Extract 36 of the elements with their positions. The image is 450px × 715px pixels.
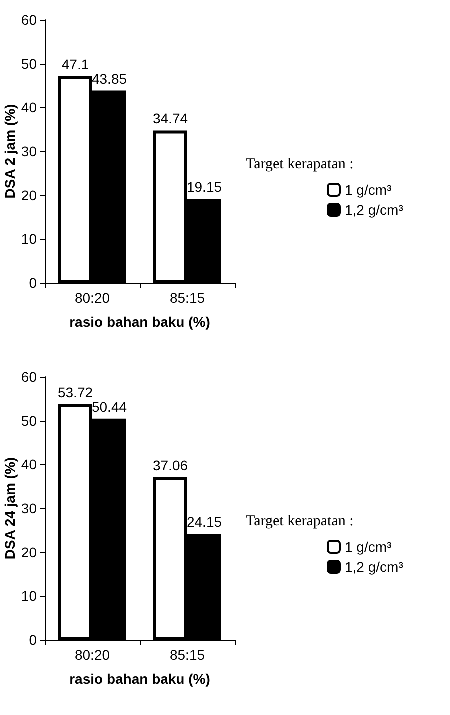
legend-label: 1 g/cm³ xyxy=(345,539,392,555)
y-tick-label: 20 xyxy=(21,544,38,560)
x-axis-title: rasio bahan baku (%) xyxy=(70,671,210,687)
legend-label: 1,2 g/cm³ xyxy=(345,559,404,575)
y-tick-label: 30 xyxy=(21,500,38,516)
y-tick-label: 10 xyxy=(21,231,38,248)
y-axis-title: DSA 2 jam (%) xyxy=(2,104,18,199)
legend-title: Target kerapatan : xyxy=(246,514,354,530)
data-label: 50.44 xyxy=(92,398,128,415)
x-tick-label: 85:15 xyxy=(170,290,206,306)
y-tick-label: 60 xyxy=(21,12,38,28)
x-axis-title: rasio bahan baku (%) xyxy=(70,314,210,330)
x-tick-label: 80:20 xyxy=(74,290,110,306)
y-tick-label: 0 xyxy=(29,275,38,291)
y-tick-label: 50 xyxy=(21,412,38,429)
y-tick-label: 20 xyxy=(21,187,38,204)
data-label: 24.15 xyxy=(186,514,222,530)
y-tick-label: 0 xyxy=(29,632,38,648)
legend-label: 1,2 g/cm³ xyxy=(345,202,404,218)
legend-title: Target kerapatan : xyxy=(246,156,354,172)
y-tick-label: 60 xyxy=(21,369,38,385)
data-label: 37.06 xyxy=(152,458,188,474)
y-tick-label: 50 xyxy=(21,56,38,72)
y-tick-label: 10 xyxy=(21,588,38,604)
data-label: 19.15 xyxy=(186,179,222,196)
x-tick-label: 80:20 xyxy=(74,647,110,663)
y-tick-label: 30 xyxy=(21,144,38,160)
y-tick-label: 40 xyxy=(21,100,38,116)
data-label: 34.74 xyxy=(152,110,188,127)
y-axis-title: DSA 24 jam (%) xyxy=(2,457,18,560)
y-tick-label: 40 xyxy=(21,456,38,473)
data-label: 53.72 xyxy=(58,384,94,401)
data-label: 43.85 xyxy=(92,70,128,87)
legend-label: 1 g/cm³ xyxy=(345,182,392,198)
x-tick-label: 85:15 xyxy=(170,647,206,663)
data-label: 47.1 xyxy=(62,56,90,73)
